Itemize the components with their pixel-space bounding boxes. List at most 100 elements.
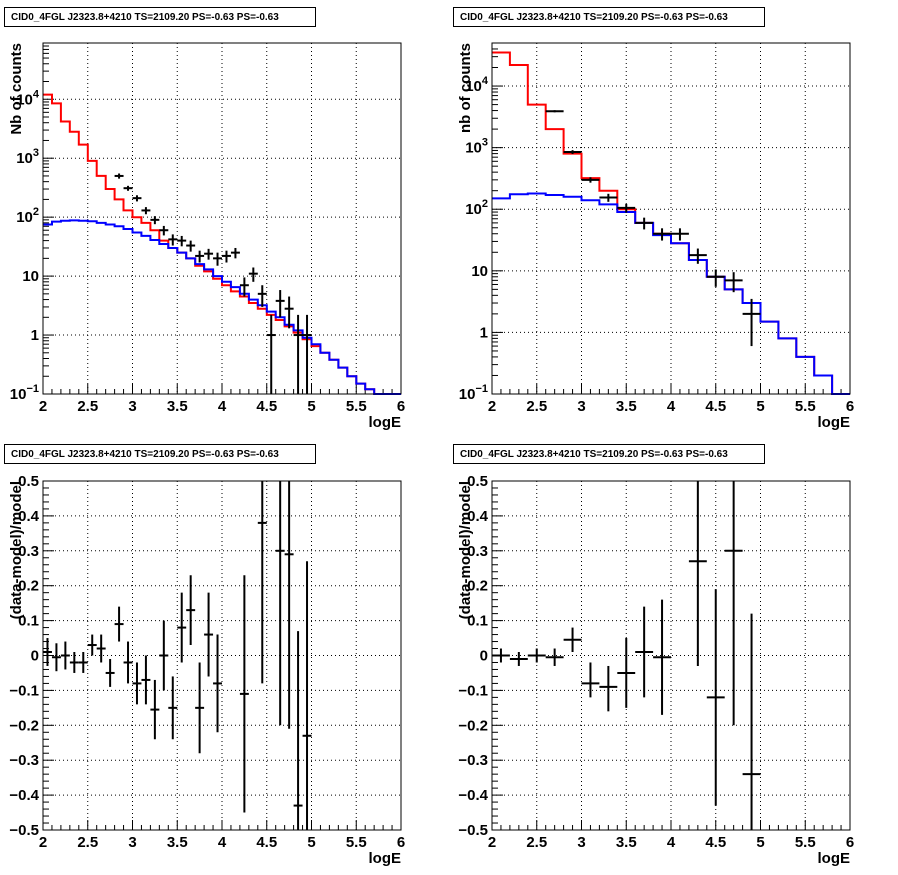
panel-2-title: CID0_4FGL J2323.8+4210 TS=2109.20 PS=-0.… — [453, 7, 765, 27]
x-tick-label: 3.5 — [167, 834, 188, 851]
data-point — [213, 252, 222, 266]
y-tick-label: −0.1 — [458, 682, 488, 699]
series-line-2 — [43, 219, 401, 395]
data-point — [706, 269, 725, 287]
plot-frame — [491, 480, 851, 831]
y-tick-label: −0.4 — [9, 787, 39, 804]
panel-2: 2 2.5 3 3.5 4 4.5 5 5.5 6 10−1 1 10 102 103 104 logE nb … — [457, 42, 854, 431]
x-axis-label: logE — [369, 850, 402, 867]
x-tick-label: 5 — [307, 398, 315, 415]
data-point — [43, 638, 52, 666]
y-tick-label: 10 — [22, 268, 39, 285]
data-point — [123, 185, 133, 191]
data-point — [141, 207, 151, 215]
data-point — [150, 679, 160, 740]
x-tick-label: 2.5 — [77, 834, 98, 851]
panel-4: 2 2.5 3 3.5 4 4.5 5 5.5 6 −0.5 −0.4 −0.3 −0.2 −0.1 0 0.… — [457, 473, 854, 867]
x-axis-label: logE — [369, 414, 402, 431]
data-point — [688, 481, 707, 666]
data-point — [742, 298, 761, 347]
data-point — [222, 250, 231, 263]
x-tick-label: 2 — [488, 398, 496, 415]
x-tick-label: 5.5 — [346, 834, 367, 851]
y-tick-label: −0.5 — [458, 822, 488, 839]
y-tick-label: 10−1 — [10, 383, 39, 403]
y-tick-label: 0 — [31, 648, 39, 665]
data-point — [78, 652, 88, 673]
data-point — [688, 248, 707, 264]
x-tick-label: 2.5 — [77, 398, 98, 415]
data-point — [653, 228, 671, 241]
data-point — [186, 240, 196, 252]
x-tick-label: 4.5 — [705, 834, 726, 851]
data-point — [302, 561, 312, 830]
y-tick-label: 1 — [480, 324, 488, 341]
data-point — [213, 634, 222, 733]
x-axis-label: logE — [818, 850, 851, 867]
data-point — [159, 620, 169, 691]
x-tick-label: 2 — [488, 834, 496, 851]
x-tick-label: 6 — [397, 398, 405, 415]
y-tick-label: 0.5 — [467, 473, 488, 490]
data-point — [177, 235, 187, 247]
y-tick-label: 104 — [465, 75, 489, 95]
data-point — [617, 638, 636, 708]
y-tick-label: 0.2 — [18, 578, 39, 595]
x-tick-label: 4 — [218, 398, 227, 415]
panel-3: 2 2.5 3 3.5 4 4.5 5 5.5 6 −0.5 −0.4 −0.3 −0.2 −0.1 0 0.… — [8, 473, 405, 867]
data-point — [599, 665, 618, 712]
data-point — [204, 592, 214, 677]
data-point — [96, 634, 106, 663]
x-tick-label: 3 — [577, 398, 585, 415]
x-tick-label: 2 — [39, 398, 47, 415]
x-tick-label: 3 — [128, 834, 136, 851]
x-tick-label: 6 — [846, 834, 854, 851]
y-tick-label: 0.2 — [467, 578, 488, 595]
data-point — [60, 641, 70, 670]
data-point — [69, 652, 79, 673]
x-tick-label: 4 — [667, 398, 676, 415]
data-point — [284, 296, 294, 329]
data-point — [239, 575, 249, 813]
y-tick-label: 102 — [465, 198, 488, 218]
data-point — [635, 606, 654, 698]
data-point — [563, 627, 582, 653]
data-point — [563, 150, 582, 154]
data-point — [266, 314, 276, 394]
x-tick-label: 4.5 — [256, 398, 277, 415]
x-tick-label: 4.5 — [705, 398, 726, 415]
y-tick-label: 10 — [471, 263, 488, 280]
x-tick-label: 5.5 — [346, 398, 367, 415]
y-tick-label: 103 — [16, 147, 39, 167]
y-tick-label: −0.3 — [458, 752, 488, 769]
x-tick-label: 3.5 — [616, 398, 637, 415]
y-tick-label: 0.3 — [18, 543, 39, 560]
x-tick-label: 5.5 — [795, 398, 816, 415]
data-point — [87, 634, 97, 656]
y-axis-label: nb of counts — [457, 43, 474, 133]
y-tick-label: 1 — [31, 327, 39, 344]
panel-3-title: CID0_4FGL J2323.8+4210 TS=2109.20 PS=-0.… — [4, 444, 316, 464]
data-point — [653, 599, 671, 715]
data-point — [492, 648, 510, 663]
x-tick-label: 3.5 — [616, 834, 637, 851]
data-point — [186, 575, 196, 646]
data-point — [114, 173, 124, 179]
panel-4-title: CID0_4FGL J2323.8+4210 TS=2109.20 PS=-0.… — [453, 444, 765, 464]
series-line-2 — [492, 192, 850, 395]
data-point — [168, 234, 178, 246]
data-point — [293, 314, 303, 394]
data-point — [177, 592, 187, 663]
data-point — [195, 662, 205, 754]
x-tick-label: 3.5 — [167, 398, 188, 415]
data-point — [599, 193, 618, 202]
data-point — [671, 228, 689, 241]
x-tick-label: 5 — [307, 834, 315, 851]
data-point — [275, 290, 285, 318]
data-point — [293, 631, 303, 830]
y-tick-label: 0.3 — [467, 543, 488, 560]
data-point — [123, 641, 133, 684]
x-tick-label: 4 — [218, 834, 227, 851]
data-point — [275, 481, 285, 726]
